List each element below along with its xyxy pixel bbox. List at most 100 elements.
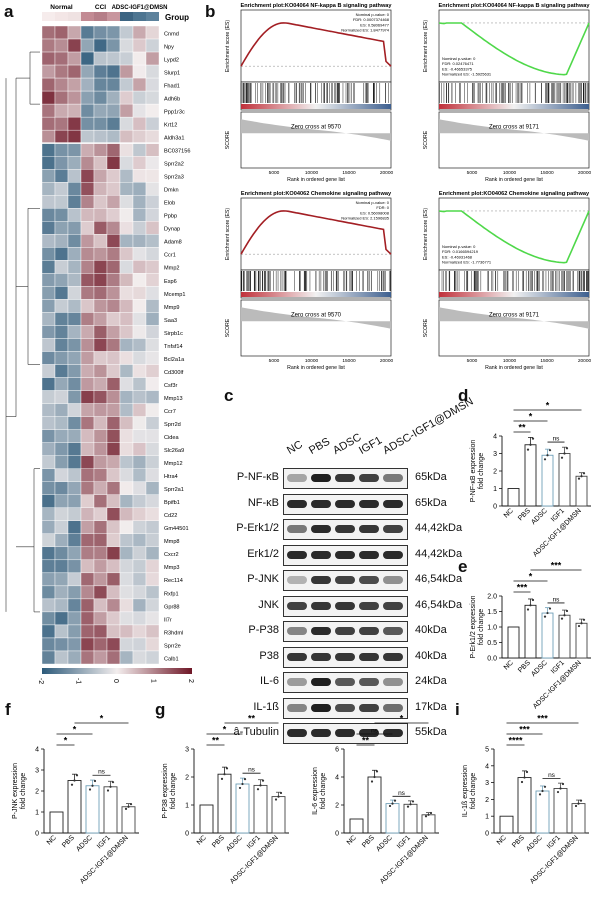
chart-y-label-line1: IL-1ß expression <box>462 765 469 817</box>
chart-sig-label: ** <box>248 714 256 724</box>
heatmap-cell <box>119 559 134 574</box>
gene-label: Dynap <box>164 227 180 233</box>
heatmap-cell <box>54 416 69 430</box>
heatmap-cell <box>54 559 69 574</box>
heatmap-cell <box>41 312 56 326</box>
gsea-x-label: Rank in ordered gene list <box>485 177 543 183</box>
gene-label: Csf3r <box>164 383 178 389</box>
gene-label: Aldh3a1 <box>164 136 185 142</box>
chart-sig-label: ns <box>98 769 106 776</box>
heatmap-cell <box>132 221 147 235</box>
chart-data-point <box>274 798 278 801</box>
gsea-x-tick: 5000 <box>269 358 280 364</box>
gsea-stat: Nominal p-value: 0 <box>356 200 390 205</box>
wb-kda-label: 17kDa <box>415 700 447 713</box>
heatmap-cell <box>106 247 121 261</box>
heatmap-cell <box>132 585 147 600</box>
heatmap-cell <box>106 546 121 561</box>
heatmap-cell <box>41 116 56 131</box>
chart-y-label-line2: fold change <box>470 773 477 809</box>
chart-data-point <box>546 611 549 615</box>
chart-data-point <box>111 781 115 784</box>
heatmap-cell <box>54 338 69 352</box>
heatmap-cell <box>106 273 121 287</box>
wb-band <box>335 601 355 610</box>
group-bar-cell <box>55 12 68 21</box>
color-legend-bar <box>42 668 192 674</box>
heatmap-cell <box>145 312 160 326</box>
heatmap-cell <box>54 533 69 548</box>
chart-y-tick-label: 2 <box>335 803 339 810</box>
heatmap-cell <box>41 481 56 495</box>
heatmap-cell <box>67 442 82 456</box>
chart-data-point <box>526 448 530 451</box>
heatmap-cell <box>54 64 69 79</box>
gene-label: Calb1 <box>164 656 179 662</box>
wb-band <box>311 601 331 610</box>
chart-bar <box>524 604 537 659</box>
chart-sig-label: * <box>400 714 404 724</box>
chart-data-point <box>580 475 583 478</box>
heatmap-cell <box>67 90 82 105</box>
gsea-es-frame <box>240 9 392 83</box>
panel-c-letter: c <box>224 386 234 405</box>
heatmap-cell <box>41 64 56 79</box>
chart-data-point <box>88 788 92 791</box>
heatmap-cell <box>106 38 121 53</box>
chart-bar <box>235 783 250 834</box>
wb-band <box>383 525 403 533</box>
wb-band <box>359 550 379 559</box>
heatmap-cell <box>93 533 108 548</box>
wb-band <box>335 627 355 635</box>
heatmap-cell <box>132 429 147 443</box>
chart-data-point <box>546 454 549 457</box>
chart-data-point <box>520 780 524 784</box>
chart-y-label-line1: P-JNK expression <box>12 763 19 819</box>
heatmap-cell <box>80 559 95 574</box>
heatmap-cell <box>80 611 95 626</box>
heatmap-cell <box>41 234 56 248</box>
heatmap-cell <box>41 195 56 209</box>
heatmap-cell <box>93 142 108 157</box>
chart-data-point <box>538 793 542 796</box>
chart-x-tick-label: IGF1 <box>396 834 412 850</box>
heatmap-cell <box>41 260 56 274</box>
chart-x-tick-label: NC <box>196 834 208 846</box>
heatmap-cell <box>80 468 95 482</box>
heatmap-cell <box>145 598 160 613</box>
group-bar-cell <box>81 12 94 21</box>
heatmap-cell <box>145 403 160 417</box>
heatmap-cell <box>106 25 121 40</box>
heatmap-cell <box>67 455 82 469</box>
chart-bar <box>85 785 100 834</box>
wb-band <box>359 652 379 661</box>
heatmap-cell <box>145 273 160 287</box>
chart-y-tick-label: 4 <box>485 763 489 770</box>
chart-sig-label: ns <box>248 767 256 774</box>
chart-y-tick-label: 1 <box>493 486 497 493</box>
heatmap-cell <box>80 390 95 404</box>
heatmap-cell <box>41 546 56 561</box>
chart-data-point <box>531 598 535 602</box>
chart-data-point <box>563 614 566 617</box>
gsea-score-frame <box>240 299 392 357</box>
gene-label: Dmkn <box>164 188 179 194</box>
heatmap-cell <box>80 116 95 131</box>
heatmap-cell <box>119 182 134 196</box>
heatmap-cell <box>41 559 56 574</box>
heatmap-cell <box>119 390 134 404</box>
heatmap-cell <box>132 598 147 613</box>
chart-sig-label: *** <box>551 561 562 571</box>
gsea-es-label: Enrichment score (ES) <box>423 20 429 72</box>
chart-data-point <box>241 782 244 786</box>
heatmap-cell <box>106 142 121 157</box>
heatmap-cell <box>54 624 69 639</box>
heatmap-cell <box>145 234 160 248</box>
heatmap-cell <box>80 481 95 495</box>
heatmap-cell <box>93 90 108 105</box>
heatmap-cell <box>67 637 82 652</box>
chart-y-label-line2: fold change <box>170 773 177 809</box>
chart-bar <box>535 790 550 834</box>
heatmap-cell <box>80 247 95 261</box>
heatmap-cell <box>93 637 108 652</box>
